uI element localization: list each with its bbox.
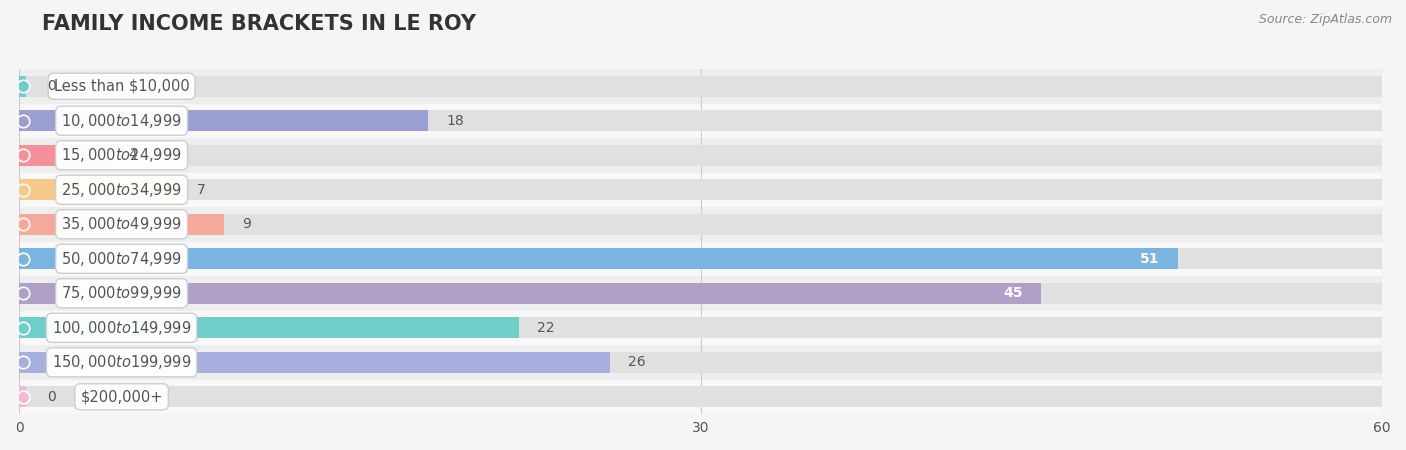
Bar [20, 386, 27, 408]
Text: FAMILY INCOME BRACKETS IN LE ROY: FAMILY INCOME BRACKETS IN LE ROY [42, 14, 477, 33]
Text: $35,000 to $49,999: $35,000 to $49,999 [62, 215, 181, 233]
Text: 18: 18 [446, 114, 464, 128]
Bar [20, 144, 1382, 166]
Bar [20, 76, 1382, 97]
Bar [20, 248, 1178, 270]
Bar [20, 351, 1382, 373]
Text: 45: 45 [1004, 286, 1024, 300]
Text: $15,000 to $24,999: $15,000 to $24,999 [62, 146, 181, 164]
Bar [20, 351, 610, 373]
Bar [20, 207, 1382, 242]
Bar [20, 110, 429, 131]
Bar [20, 214, 224, 235]
Text: $100,000 to $149,999: $100,000 to $149,999 [52, 319, 191, 337]
Bar [20, 248, 1382, 270]
Bar [20, 317, 519, 338]
Text: 9: 9 [242, 217, 250, 231]
Bar [20, 276, 1382, 310]
Text: 4: 4 [128, 148, 138, 162]
Bar [20, 69, 1382, 104]
Bar [20, 283, 1382, 304]
Text: 22: 22 [537, 321, 555, 335]
Text: 26: 26 [628, 356, 645, 369]
Bar [20, 242, 1382, 276]
Text: 51: 51 [1140, 252, 1160, 266]
Bar [20, 76, 27, 97]
Bar [20, 172, 1382, 207]
Text: $10,000 to $14,999: $10,000 to $14,999 [62, 112, 181, 130]
Text: Less than $10,000: Less than $10,000 [53, 79, 190, 94]
Bar [20, 310, 1382, 345]
Bar [20, 110, 1382, 131]
Bar [20, 104, 1382, 138]
Bar [20, 386, 1382, 408]
Text: 0: 0 [46, 79, 55, 93]
Bar [20, 144, 110, 166]
Text: $200,000+: $200,000+ [80, 389, 163, 404]
Text: 0: 0 [46, 390, 55, 404]
Text: 7: 7 [197, 183, 205, 197]
Bar [20, 179, 1382, 200]
Text: $25,000 to $34,999: $25,000 to $34,999 [62, 181, 181, 199]
Bar [20, 214, 1382, 235]
Bar [20, 345, 1382, 379]
Bar [20, 317, 1382, 338]
Bar [20, 283, 1042, 304]
Text: Source: ZipAtlas.com: Source: ZipAtlas.com [1258, 14, 1392, 27]
Bar [20, 179, 179, 200]
Bar [20, 138, 1382, 172]
Text: $50,000 to $74,999: $50,000 to $74,999 [62, 250, 181, 268]
Bar [20, 379, 1382, 414]
Text: $75,000 to $99,999: $75,000 to $99,999 [62, 284, 181, 302]
Text: $150,000 to $199,999: $150,000 to $199,999 [52, 353, 191, 371]
